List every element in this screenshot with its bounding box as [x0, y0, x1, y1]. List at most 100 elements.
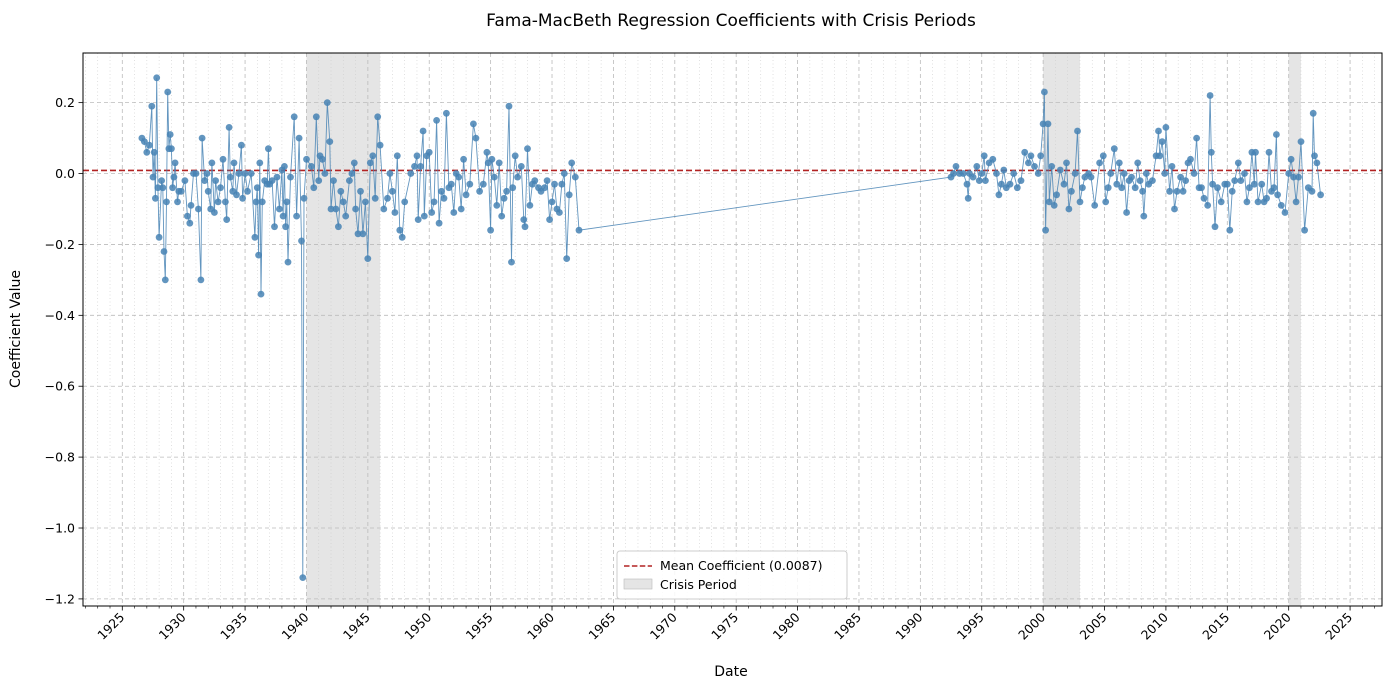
legend-crisis-label: Crisis Period: [660, 577, 737, 592]
data-point: [273, 173, 281, 181]
data-point: [479, 180, 487, 188]
data-point: [1211, 223, 1219, 231]
data-point: [1265, 148, 1273, 156]
data-point: [287, 173, 294, 181]
data-point: [1102, 198, 1110, 206]
data-point: [1309, 109, 1317, 117]
data-point: [1039, 120, 1047, 128]
data-point: [283, 198, 291, 206]
data-point: [290, 113, 298, 121]
data-point: [490, 173, 498, 181]
data-point: [1136, 177, 1144, 185]
data-point: [1156, 152, 1164, 160]
data-point: [1142, 170, 1150, 177]
data-point: [978, 170, 986, 177]
data-point: [281, 163, 288, 170]
data-point: [520, 216, 528, 224]
series-layer: [138, 74, 1324, 581]
data-point: [223, 216, 231, 224]
data-point: [495, 159, 503, 167]
data-point: [177, 187, 185, 195]
data-point: [1166, 187, 1173, 195]
data-point: [998, 180, 1005, 188]
data-point: [1053, 191, 1060, 199]
data-point: [1270, 184, 1278, 192]
data-point: [1068, 187, 1075, 195]
data-point: [1182, 177, 1189, 185]
data-point: [460, 155, 467, 163]
data-point: [1149, 177, 1156, 185]
data-point: [298, 237, 305, 245]
data-point: [208, 159, 216, 167]
data-point: [1301, 226, 1308, 234]
data-point: [1226, 226, 1234, 234]
data-point: [1115, 159, 1123, 167]
data-point: [222, 198, 229, 206]
data-point: [1287, 155, 1295, 163]
data-point: [413, 152, 421, 160]
data-point: [500, 194, 508, 202]
data-point: [1258, 180, 1266, 188]
data-point: [1034, 170, 1042, 177]
data-point: [226, 173, 234, 181]
data-point: [466, 180, 474, 188]
data-point: [164, 88, 172, 96]
data-point: [293, 212, 300, 220]
data-point: [517, 163, 525, 170]
data-point: [1048, 163, 1056, 170]
data-point: [1021, 148, 1029, 156]
data-point: [268, 177, 276, 185]
data-point: [166, 131, 174, 138]
data-point: [337, 187, 345, 195]
legend-mean-label: Mean Coefficient (0.0087): [660, 558, 823, 573]
y-axis: 0.2 0.0 −0.2 −0.4 −0.6 −0.8 −1.0 −1.2: [45, 95, 83, 606]
data-point: [1087, 173, 1095, 181]
data-point: [319, 155, 326, 163]
crisis-band-1: [1043, 53, 1080, 606]
data-point: [391, 209, 399, 216]
data-point: [1313, 159, 1321, 167]
data-point: [969, 173, 977, 181]
data-point: [1128, 173, 1135, 181]
data-point: [197, 276, 205, 284]
data-point: [508, 258, 515, 266]
data-point: [546, 216, 553, 224]
data-point: [1231, 177, 1239, 185]
data-point: [348, 170, 356, 177]
data-point: [303, 155, 310, 163]
data-point: [1006, 180, 1014, 188]
data-point: [230, 159, 238, 167]
data-point: [1214, 184, 1221, 192]
data-point: [447, 180, 455, 188]
data-point: [1252, 148, 1259, 156]
data-point: [312, 113, 320, 121]
y-tick-label: −0.6: [45, 379, 75, 394]
data-point: [1041, 88, 1048, 96]
data-point: [455, 173, 463, 181]
data-point: [1243, 198, 1251, 206]
plot-area: [82, 52, 1383, 607]
data-point: [299, 574, 307, 581]
data-point: [201, 177, 209, 185]
chart-title: Fama-MacBeth Regression Coefficients wit…: [486, 11, 976, 31]
data-point: [543, 177, 551, 185]
data-point: [1311, 152, 1318, 160]
crisis-band-2: [1288, 53, 1301, 606]
data-point: [366, 159, 374, 167]
data-point: [1290, 173, 1297, 181]
data-point: [419, 127, 427, 135]
data-point: [1234, 159, 1242, 167]
data-point: [505, 102, 513, 110]
data-point: [980, 152, 988, 160]
data-point: [159, 184, 167, 192]
legend-frame: [616, 550, 848, 600]
data-point: [521, 223, 529, 231]
data-point: [1200, 194, 1208, 202]
data-point: [1173, 187, 1181, 195]
data-point: [568, 159, 576, 167]
data-point: [472, 134, 480, 142]
x-axis-label: Date: [714, 664, 747, 680]
data-point: [1050, 202, 1058, 209]
data-point: [1292, 198, 1300, 206]
data-point: [257, 290, 265, 298]
